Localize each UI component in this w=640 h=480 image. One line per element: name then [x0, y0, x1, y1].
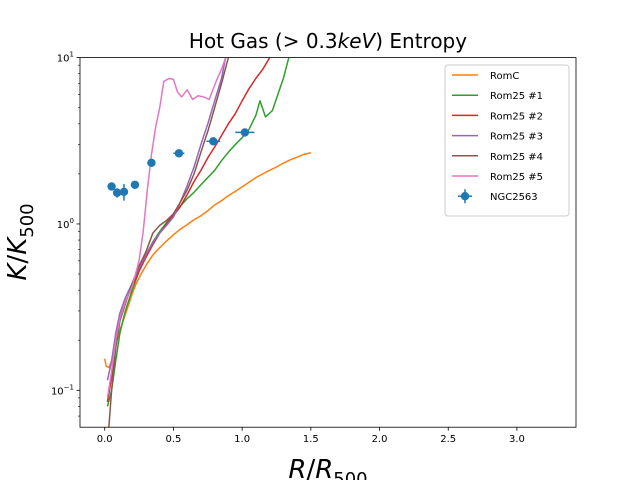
x-tick-label-3: 1.0: [234, 434, 250, 445]
title-part-1: Hot Gas (: [189, 29, 283, 53]
series-line-5: [108, 57, 230, 428]
y-tick-label-2: 100: [57, 217, 74, 231]
x-axis-label: R/R500: [288, 455, 367, 480]
data-point-3: [119, 187, 129, 197]
chart-title: Hot Gas (> 0.3keV) Entropy: [189, 29, 467, 53]
y-label-part-2: /: [3, 255, 33, 264]
y-axis: 10−1 100 101: [51, 51, 80, 417]
legend: RomC Rom25 #1 Rom25 #2 Rom25 #3 Rom25 #4 Rom2…: [444, 64, 570, 217]
x-label-part-1: R: [288, 455, 306, 480]
x-tick-label-2: 0.5: [165, 434, 181, 445]
legend-label-3: Rom25 #2: [490, 111, 543, 122]
legend-label-5: Rom25 #4: [490, 152, 543, 163]
data-point-4: [130, 180, 140, 189]
legend-label-1: RomC: [490, 71, 519, 82]
x-axis: 0.0 0.5 1.0 1.5 2.0 2.5 3.0: [97, 427, 525, 445]
errorbar-layer: [107, 128, 255, 201]
legend-box: [444, 64, 570, 217]
legend-label-4: Rom25 #3: [490, 132, 543, 143]
plot-frame: [79, 57, 577, 428]
x-label-part-2: /: [306, 455, 315, 480]
x-tick-label-4: 1.5: [303, 434, 319, 445]
data-point-7: [209, 137, 218, 146]
title-part-4: ) Entropy: [375, 29, 467, 53]
data-point-8: [240, 128, 250, 137]
x-label-part-3: R: [315, 455, 333, 480]
x-tick-label-1: 0.0: [97, 434, 113, 445]
title-part-3: keV: [338, 29, 377, 53]
x-label-part-4: 500: [333, 469, 367, 480]
data-point-5: [147, 158, 156, 168]
legend-label-2: Rom25 #1: [490, 91, 543, 102]
data-point-2: [112, 188, 122, 197]
data-point-6: [174, 149, 184, 158]
title-part-2: > 0.3: [283, 29, 338, 53]
series-layer: [103, 57, 312, 428]
legend-label-6: Rom25 #5: [490, 172, 543, 183]
x-tick-label-6: 2.5: [440, 434, 456, 445]
y-tick-label-3: 101: [57, 51, 74, 65]
series-line-4: [106, 57, 227, 381]
y-label-part-3: K: [3, 236, 33, 255]
series-line-2: [106, 57, 290, 407]
legend-marker: [460, 192, 470, 201]
y-label-part-1: K: [3, 262, 33, 281]
legend-label-7: NGC2563: [490, 192, 538, 203]
y-axis-label: K/K500: [3, 203, 38, 280]
x-tick-label-7: 3.0: [509, 434, 525, 445]
data-point-1: [107, 182, 116, 191]
y-label-part-4: 500: [17, 203, 38, 237]
y-tick-label-1: 10−1: [51, 383, 74, 397]
x-tick-label-5: 2.0: [372, 434, 388, 445]
series-line-6: [106, 57, 227, 399]
